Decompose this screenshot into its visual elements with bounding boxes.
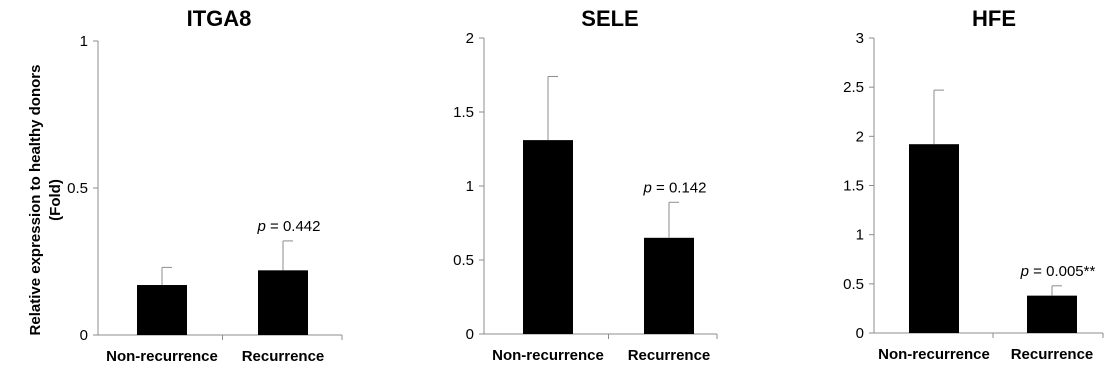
bar: [523, 140, 573, 334]
y-tick-label: 3: [856, 30, 864, 47]
p-value-annotation: p = 0.442: [257, 218, 321, 235]
y-tick-label: 1.5: [843, 178, 864, 195]
y-tick-label: 1: [466, 178, 474, 195]
p-letter: p: [1020, 263, 1029, 280]
p-letter: p: [643, 179, 652, 196]
y-tick-label: 0.5: [843, 276, 864, 293]
y-tick-label: 1: [80, 33, 88, 50]
y-axis-label-line1: Relative expression to healthy donors: [27, 65, 44, 336]
bar: [1027, 295, 1077, 333]
y-axis-label-group: Relative expression to healthy donors (F…: [27, 65, 64, 336]
x-category-label: Non-recurrence: [106, 348, 218, 365]
y-tick-label: 0.5: [67, 180, 88, 197]
bar: [644, 237, 694, 334]
x-category-label: Non-recurrence: [492, 347, 604, 364]
x-category-label: Recurrence: [628, 347, 711, 364]
bar: [137, 285, 187, 335]
chart-title: SELE: [581, 6, 638, 31]
y-tick-label: 1.5: [453, 104, 474, 121]
bar: [909, 144, 959, 333]
p-value-annotation: p = 0.142: [643, 179, 707, 196]
chart-panel-itga8: ITGA8 0 0.5 1 Non-recurrence Recurrence p = 0.…: [67, 6, 343, 365]
bar: [258, 270, 308, 335]
x-category-label: Non-recurrence: [878, 346, 990, 363]
chart-panel-sele: SELE 0 0.5 1 1.5 2 Non-recurrence Recurrence p =…: [453, 6, 718, 364]
y-tick-label: 0: [856, 325, 864, 342]
chart-title: ITGA8: [187, 6, 252, 31]
p-letter: p: [257, 218, 266, 235]
chart-panels: ITGA8 0 0.5 1 Non-recurrence Recurrence p = 0.…: [67, 6, 1104, 365]
y-tick-label: 2.5: [843, 79, 864, 96]
p-value-annotation: p = 0.005**: [1020, 263, 1096, 280]
y-tick-label: 0.5: [453, 252, 474, 269]
p-value-text: = 0.142: [652, 179, 707, 196]
y-tick-label: 2: [856, 128, 864, 145]
y-tick-label: 0: [466, 326, 474, 343]
chart-panel-hfe: HFE 0 0.5 1 1.5 2 2.5 3 Non-recurrence Recurrence…: [843, 6, 1104, 363]
x-category-label: Recurrence: [242, 348, 325, 365]
p-value-text: = 0.442: [266, 218, 321, 235]
y-axis-label-line2: (Fold): [47, 179, 64, 221]
chart-title: HFE: [972, 6, 1016, 31]
x-category-label: Recurrence: [1011, 346, 1094, 363]
y-tick-label: 2: [466, 30, 474, 47]
p-value-text: = 0.005**: [1029, 263, 1095, 280]
y-tick-label: 1: [856, 227, 864, 244]
y-tick-label: 0: [80, 327, 88, 344]
